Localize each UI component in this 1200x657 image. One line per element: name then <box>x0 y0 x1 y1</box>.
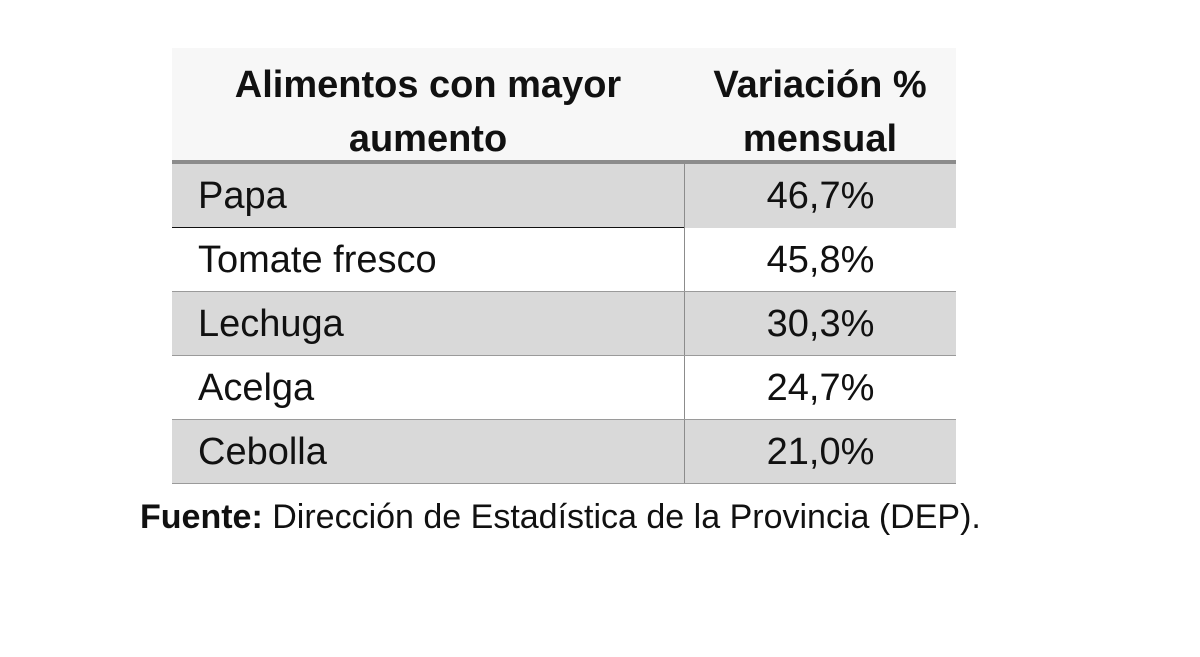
column-header-food: Alimentos con mayor aumento <box>234 64 622 160</box>
source-label: Fuente: <box>140 498 263 536</box>
variation-cell: 46,7% <box>766 175 875 217</box>
source-note: Fuente: Dirección de Estadística de la P… <box>140 494 1140 540</box>
food-cell: Lechuga <box>198 303 344 345</box>
column-divider <box>684 228 685 291</box>
food-cell: Acelga <box>198 367 315 409</box>
table-row: Lechuga 30,3% <box>172 292 956 356</box>
table-row: Cebolla 21,0% <box>172 420 956 484</box>
column-divider <box>684 292 685 355</box>
column-divider <box>684 164 685 228</box>
food-cell: Tomate fresco <box>198 239 437 281</box>
table-body: Papa 46,7% Tomate fresco 45,8% Lechuga 3… <box>172 164 956 484</box>
food-cell: Cebolla <box>198 431 327 473</box>
table-row: Acelga 24,7% <box>172 356 956 420</box>
variation-cell: 24,7% <box>766 367 875 409</box>
food-cell: Papa <box>198 175 287 217</box>
variation-cell: 30,3% <box>766 303 875 345</box>
column-divider <box>684 356 685 419</box>
table-header-row: Alimentos con mayor aumento Variación % … <box>172 48 956 164</box>
variation-cell: 45,8% <box>766 239 875 281</box>
table-row: Papa 46,7% <box>172 164 956 229</box>
column-divider <box>684 420 685 483</box>
source-text: Dirección de Estadística de la Provincia… <box>262 498 981 536</box>
data-table: Alimentos con mayor aumento Variación % … <box>172 48 956 484</box>
column-header-variation: Variación % mensual <box>713 64 927 160</box>
table-row: Tomate fresco 45,8% <box>172 228 956 292</box>
variation-cell: 21,0% <box>766 431 875 473</box>
